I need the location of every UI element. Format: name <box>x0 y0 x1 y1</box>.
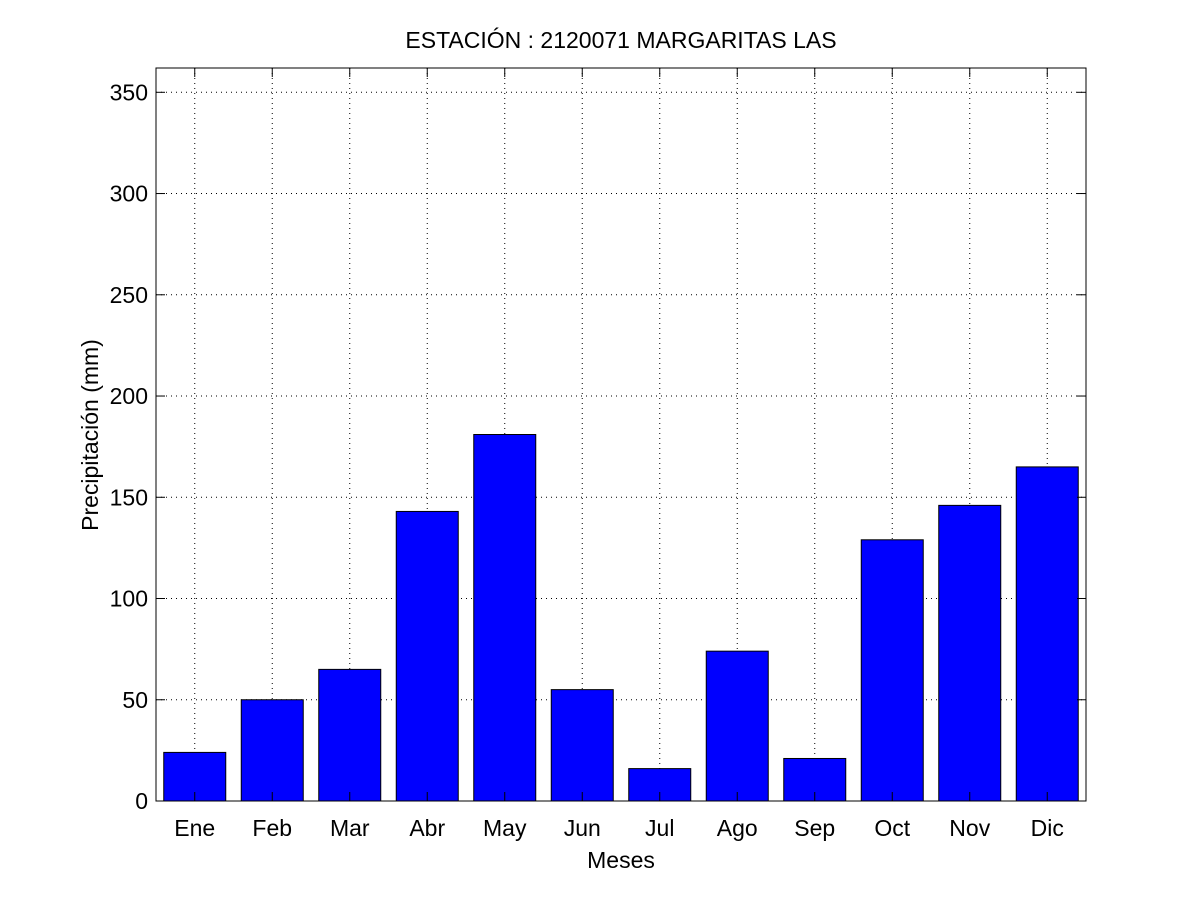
y-tick-label: 100 <box>110 586 148 612</box>
ticks-layer <box>156 68 1086 802</box>
x-tick-label: Jun <box>564 815 601 841</box>
x-tick-label: Nov <box>949 815 990 841</box>
x-tick-label: Ene <box>174 815 215 841</box>
chart-title: ESTACIÓN : 2120071 MARGARITAS LAS <box>405 27 836 53</box>
y-tick-label: 50 <box>122 687 148 713</box>
y-axis-title: Precipitación (mm) <box>77 339 103 531</box>
bar-nov <box>938 504 1002 802</box>
axes-box <box>155 67 1087 802</box>
y-tick-label: 300 <box>110 181 148 207</box>
labels-layer: 0 50 100 150 200 250 300 350 Ene Feb Mar Abr May Jun J… <box>110 79 1064 841</box>
x-tick-label: Oct <box>874 815 910 841</box>
y-tick-label: 250 <box>110 282 148 308</box>
x-tick-label: Feb <box>252 815 292 841</box>
x-tick-label: Abr <box>409 815 445 841</box>
x-tick-label: May <box>483 815 527 841</box>
x-tick-label: Mar <box>330 815 370 841</box>
x-tick-label: Dic <box>1031 815 1064 841</box>
x-axis-title: Meses <box>587 847 655 873</box>
bar-abr <box>395 510 459 802</box>
bars-layer <box>163 434 1079 802</box>
bar-feb <box>240 699 304 802</box>
bar-mar <box>318 668 382 802</box>
bar-may <box>473 434 537 802</box>
bar-dic <box>1015 466 1079 802</box>
y-tick-label: 350 <box>110 79 148 105</box>
x-tick-label: Sep <box>794 815 835 841</box>
y-tick-label: 0 <box>135 788 148 814</box>
x-tick-label: Ago <box>717 815 758 841</box>
x-tick-label: Jul <box>645 815 674 841</box>
bar-oct <box>860 539 924 802</box>
y-tick-label: 200 <box>110 383 148 409</box>
bar-ago <box>705 650 769 802</box>
bar-jun <box>550 689 614 802</box>
y-tick-label: 150 <box>110 484 148 510</box>
